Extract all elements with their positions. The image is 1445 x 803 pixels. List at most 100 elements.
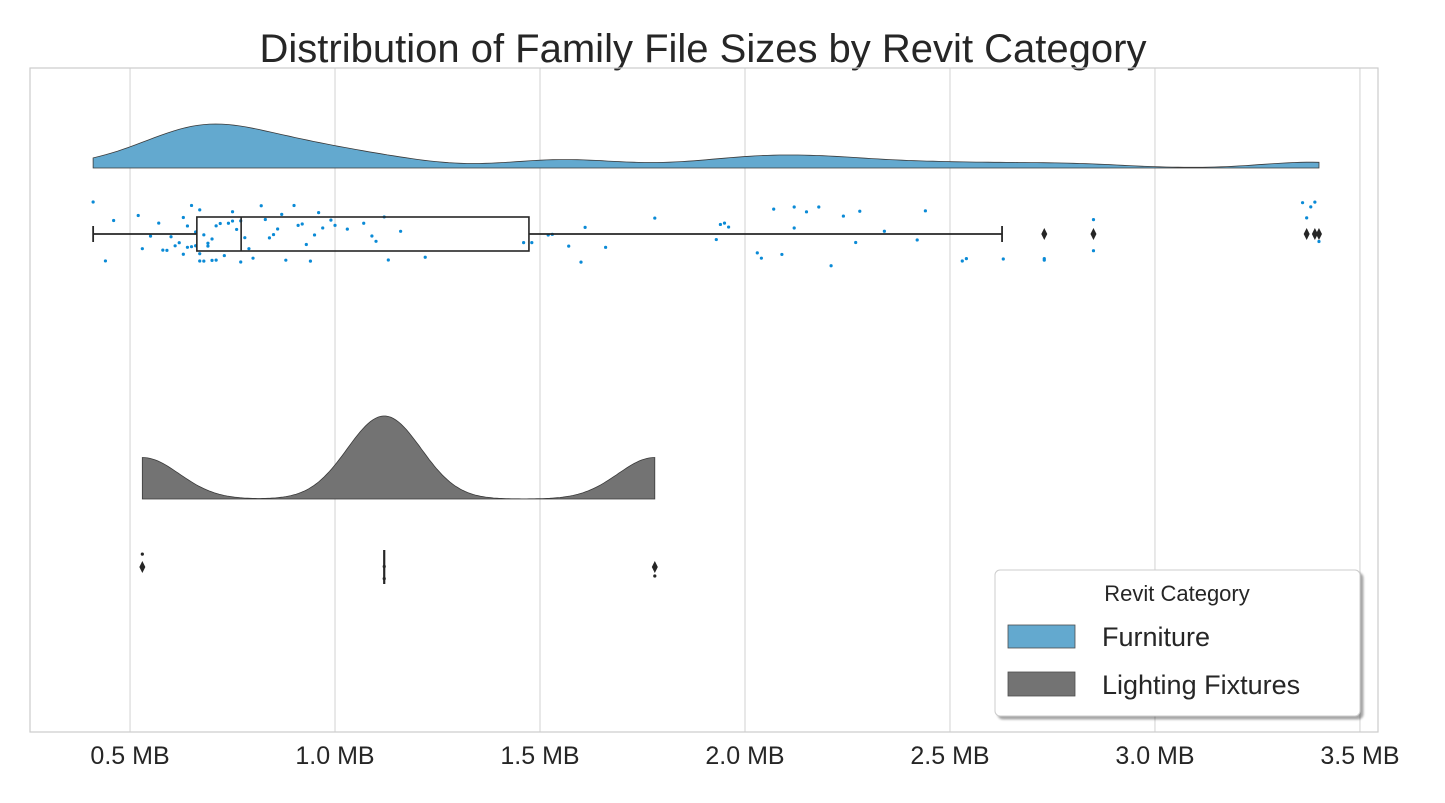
strip-point bbox=[214, 258, 218, 262]
strip-point bbox=[792, 226, 796, 230]
strip-point bbox=[230, 219, 235, 223]
strip-point bbox=[329, 218, 333, 222]
strip-point bbox=[964, 257, 968, 261]
strip-point bbox=[239, 260, 243, 264]
strip-point bbox=[206, 241, 210, 245]
strip-point bbox=[726, 225, 731, 229]
strip-point bbox=[140, 247, 144, 251]
legend-swatch-lighting bbox=[1007, 671, 1076, 697]
strip-point bbox=[202, 233, 206, 237]
strip-point bbox=[169, 235, 173, 239]
strip-point bbox=[263, 217, 267, 222]
strip-point bbox=[530, 240, 534, 245]
strip-point bbox=[304, 242, 308, 247]
strip-point bbox=[165, 248, 169, 252]
strip-point bbox=[345, 227, 349, 231]
strip-point bbox=[276, 227, 280, 231]
grid-lines bbox=[129, 68, 1361, 732]
strip-point bbox=[251, 256, 255, 260]
strip-point bbox=[210, 258, 214, 262]
strip-point bbox=[284, 258, 288, 262]
strip-point bbox=[292, 203, 296, 208]
strip-point bbox=[189, 245, 194, 249]
x-tick-label: 2.5 MB bbox=[910, 742, 989, 770]
x-tick-label: 1.0 MB bbox=[295, 742, 374, 770]
strip-point bbox=[653, 574, 657, 578]
strip-point bbox=[157, 221, 161, 225]
strip-point bbox=[185, 224, 190, 228]
strip-point bbox=[181, 215, 185, 220]
outlier-marker bbox=[651, 561, 658, 573]
strip-point bbox=[321, 226, 325, 230]
strip-point bbox=[854, 240, 858, 245]
strip-point bbox=[792, 205, 796, 209]
strip-point bbox=[222, 253, 226, 258]
outlier-marker bbox=[1041, 228, 1048, 240]
strip-point bbox=[271, 232, 276, 237]
outlier-marker bbox=[1315, 228, 1322, 240]
strip-point bbox=[1309, 205, 1313, 209]
strip-point bbox=[579, 260, 583, 264]
strip-point bbox=[960, 259, 964, 263]
kde-cloud bbox=[92, 123, 1320, 169]
strip-point bbox=[161, 248, 165, 252]
strip-point bbox=[148, 234, 153, 238]
strip-point bbox=[1042, 258, 1046, 262]
strip-point bbox=[780, 252, 784, 257]
strip-point bbox=[714, 237, 718, 242]
x-tick-label: 1.5 MB bbox=[500, 742, 579, 770]
strip-point bbox=[583, 225, 587, 229]
x-tick-label: 3.5 MB bbox=[1320, 742, 1399, 770]
x-tick-label: 0.5 MB bbox=[90, 742, 169, 770]
strip-point bbox=[374, 239, 378, 243]
strip-point bbox=[841, 214, 845, 218]
strip-point bbox=[567, 244, 571, 248]
strip-point bbox=[247, 247, 251, 251]
strip-point bbox=[1091, 218, 1096, 222]
legend-title: Revit Category bbox=[1104, 581, 1250, 606]
strip-point bbox=[653, 216, 657, 220]
outlier-marker bbox=[1311, 228, 1318, 240]
strip-point bbox=[308, 259, 313, 263]
strip-point bbox=[185, 245, 190, 249]
strip-point bbox=[923, 209, 927, 213]
strip-point bbox=[136, 213, 140, 218]
strip-point bbox=[312, 233, 317, 237]
plot-area bbox=[91, 123, 1322, 584]
strip-point bbox=[1317, 239, 1321, 244]
strip-point bbox=[772, 207, 776, 211]
strip-point bbox=[296, 223, 300, 227]
legend-label-lighting: Lighting Fixtures bbox=[1102, 670, 1300, 700]
legend-label-furniture: Furniture bbox=[1102, 622, 1210, 652]
strip-point bbox=[386, 258, 390, 262]
strip-point bbox=[755, 251, 759, 255]
strip-point bbox=[317, 210, 321, 215]
strip-point bbox=[230, 210, 235, 214]
strip-point bbox=[804, 210, 809, 214]
strip-point bbox=[202, 259, 206, 263]
strip-point bbox=[218, 221, 222, 226]
strip-point bbox=[259, 204, 263, 208]
strip-point bbox=[300, 222, 304, 226]
outlier-marker bbox=[1303, 228, 1310, 240]
strip-point bbox=[817, 205, 821, 209]
plot-frame bbox=[29, 67, 1379, 733]
strip-point bbox=[91, 200, 95, 204]
kde-cloud bbox=[141, 415, 656, 500]
outlier-marker bbox=[1090, 228, 1097, 240]
outlier-marker bbox=[139, 561, 146, 573]
strip-point bbox=[198, 208, 202, 212]
chart-title: Distribution of Family File Sizes by Rev… bbox=[260, 27, 1147, 71]
strip-point bbox=[722, 221, 727, 225]
legend: Revit Category Furniture Lighting Fixtur… bbox=[994, 569, 1361, 717]
strip-point bbox=[1313, 200, 1317, 204]
strip-point bbox=[370, 234, 374, 238]
strip-point bbox=[399, 229, 403, 233]
strip-point bbox=[423, 255, 427, 259]
strip-point bbox=[280, 212, 284, 216]
strip-point bbox=[210, 237, 214, 241]
strip-point bbox=[882, 229, 886, 233]
strip-point bbox=[226, 221, 231, 225]
strip-point bbox=[189, 203, 194, 208]
